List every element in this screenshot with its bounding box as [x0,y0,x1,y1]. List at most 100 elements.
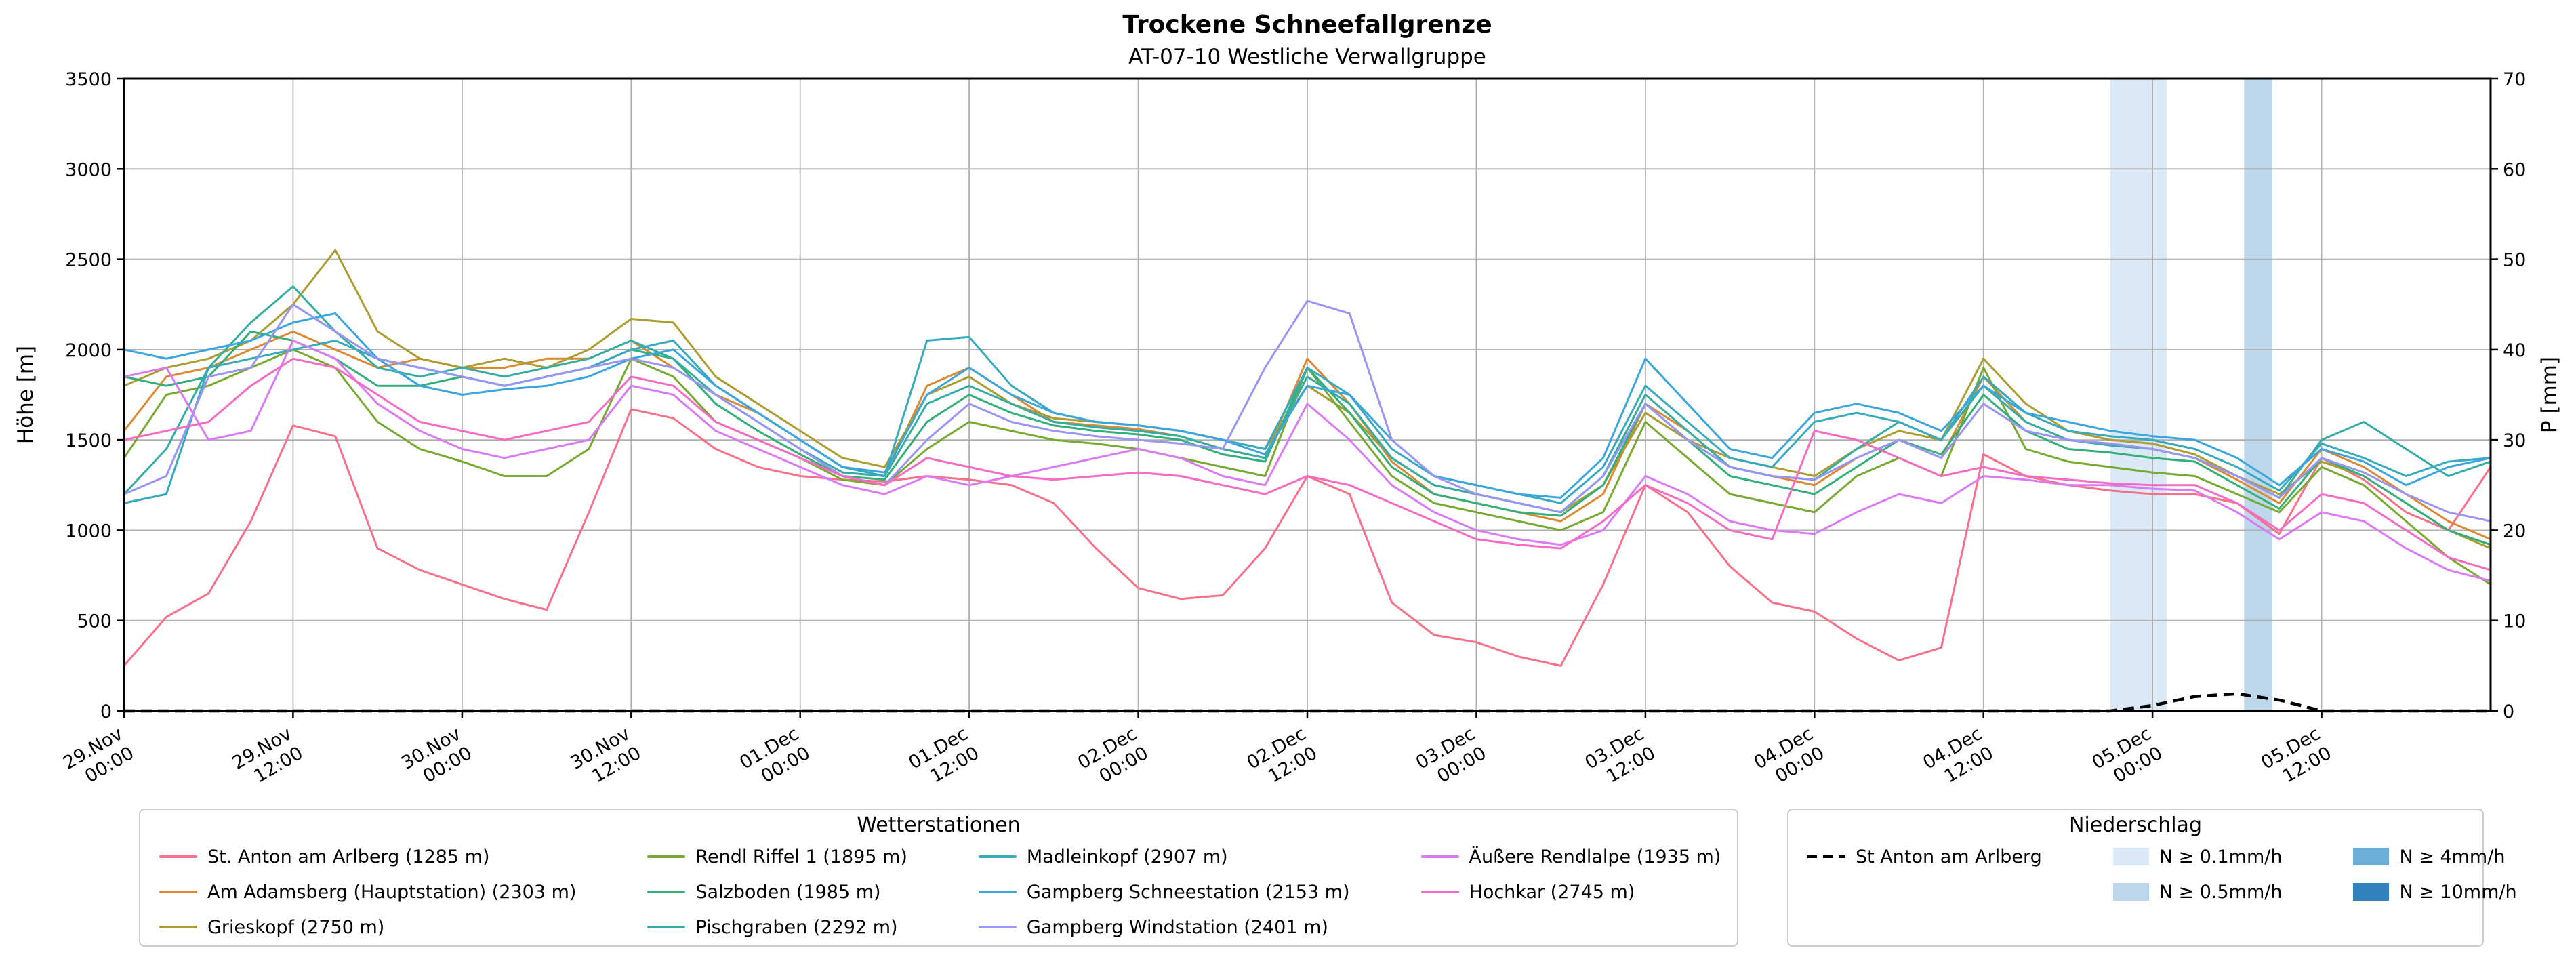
precip-legend-column: N ≥ 4mm/h N ≥ 10mm/h [2353,839,2517,909]
legend-station-entry: Madleinkopf (2907 m) [978,839,1350,874]
legend-line-swatch [978,891,1017,893]
y-left-tick-label: 3000 [65,159,112,180]
stations-legend-column: Rendl Riffel 1 (1895 m) Salzboden (1985 m… [647,839,907,945]
series-lines [123,249,2492,667]
y-left-tick-label: 2000 [65,340,112,361]
y-left-tick-label: 0 [100,701,112,722]
y-right-tick-label: 30 [2503,430,2526,451]
series-line-u-ere-rendlalpe-1935-m [123,340,2492,582]
legend-dashed-line-swatch [1807,855,1845,858]
legend-line-swatch [1420,855,1459,858]
legend-station-entry: Pischgraben (2292 m) [647,909,907,945]
legend-precip-level-entry: N ≥ 0.1mm/h [2112,839,2283,874]
legend-station-label: Pischgraben (2292 m) [695,916,898,938]
x-tick-label: 01.Dec00:00 [736,723,813,793]
precip-legend-title: Niederschlag [2069,813,2202,837]
legend-patch-swatch [2112,848,2149,865]
legend-line-swatch [978,855,1017,858]
y-right-tick-label: 70 [2503,69,2526,90]
legend-station-label: Hochkar (2745 m) [1469,881,1635,903]
series-line-hochkar-2745-m [123,357,2492,571]
legend-station-entry: St. Anton am Arlberg (1285 m) [159,839,576,874]
x-tick-label: 02.Dec00:00 [1074,723,1151,793]
x-tick-label: 29.Nov12:00 [229,723,307,793]
x-tick-label: 02.Dec12:00 [1244,723,1321,793]
x-tick-label: 05.Dec00:00 [2089,723,2166,793]
series-line-gampberg-windstation-2401-m [123,300,2492,523]
y-left-tick-label: 3500 [65,69,112,90]
y-right-axis-label: P [mm] [2537,356,2562,433]
precip-band [2110,79,2167,711]
x-tick-label: 04.Dec12:00 [1919,723,1997,793]
x-tick-label: 05.Dec12:00 [2257,723,2335,793]
legend-line-swatch [159,926,197,928]
legend-precip-line-entry: St Anton am Arlberg [1807,839,2042,874]
x-tick-label: 30.Nov12:00 [567,723,645,793]
legend-station-entry: Am Adamsberg (Hauptstation) (2303 m) [159,874,576,909]
legend-precip-level-label: N ≥ 4mm/h [2399,846,2506,867]
chart-title: Trockene Schneefallgrenze [1122,11,1492,39]
legend-station-entry: Äußere Rendlalpe (1935 m) [1420,839,1721,874]
legend-station-label: Am Adamsberg (Hauptstation) (2303 m) [207,881,577,903]
legend-station-entry: Gampberg Windstation (2401 m) [978,909,1350,945]
legend-precip-level-entry: N ≥ 0.5mm/h [2112,874,2282,909]
precip-legend-box: Niederschlag St Anton am Arlberg N ≥ 0.1m… [1787,809,2517,947]
legend-station-entry: Hochkar (2745 m) [1420,874,1721,909]
x-tick-label: 29.Nov00:00 [60,723,138,793]
legend-station-entry: Salzboden (1985 m) [647,874,907,909]
y-right-tick-label: 40 [2503,340,2526,361]
stations-legend-entries: St. Anton am Arlberg (1285 m) Am Adamsber… [140,838,1737,945]
legend-precip-level-label: N ≥ 0.1mm/h [2159,846,2283,867]
y-right-tick-label: 10 [2503,611,2526,632]
y-left-tick-label: 2500 [65,250,112,271]
legend-line-swatch [159,891,197,893]
precip-legend-column: N ≥ 0.1mm/h N ≥ 0.5mm/h [2112,839,2283,909]
y-right-tick-label: 0 [2503,701,2514,722]
y-left-tick-label: 1000 [65,520,112,541]
legend-station-entry: Gampberg Schneestation (2153 m) [978,874,1350,909]
legend-station-label: St. Anton am Arlberg (1285 m) [207,846,490,867]
legend-station-entry: Rendl Riffel 1 (1895 m) [647,839,907,874]
x-tick-label: 04.Dec00:00 [1751,723,1828,793]
y-right-tick-label: 50 [2503,250,2526,271]
legend-station-entry: Grieskopf (2750 m) [159,909,576,945]
y-right-tick-label: 20 [2503,520,2526,541]
legend-precip-level-label: N ≥ 10mm/h [2399,881,2517,903]
legend-station-label: Rendl Riffel 1 (1895 m) [695,846,907,867]
legend-precip-level-entry: N ≥ 10mm/h [2353,874,2517,909]
x-tick-labels: 29.Nov00:00 29.Nov12:00 30.Nov00:00 30.Nov1… [60,723,2335,793]
legend-patch-swatch [2353,848,2390,865]
legend-line-swatch [647,926,686,928]
legend-precip-level-entry: N ≥ 4mm/h [2353,839,2516,874]
y-left-tick-labels: 0 500 1000 1500 2000 2500 3000 3500 [65,69,112,722]
stations-legend-box: Wetterstationen St. Anton am Arlberg (12… [139,809,1738,947]
y-left-axis-label: Höhe [m] [14,346,38,444]
legend-station-label: Äußere Rendlalpe (1935 m) [1469,846,1721,867]
precip-legend-column: St Anton am Arlberg [1807,839,2042,909]
legend-precip-line-label: St Anton am Arlberg [1856,846,2042,867]
x-tick-label: 01.Dec12:00 [905,723,983,793]
legend-line-swatch [647,855,686,858]
legend-patch-swatch [2112,883,2149,901]
x-tick-label: 03.Dec12:00 [1581,723,1658,793]
legend-station-label: Salzboden (1985 m) [695,881,881,903]
axis-ticks [117,77,2498,718]
legend-station-label: Grieskopf (2750 m) [207,916,385,938]
chart-subtitle: AT-07-10 Westliche Verwallgruppe [1128,45,1486,69]
legend-line-swatch [159,855,197,858]
stations-legend-column: St. Anton am Arlberg (1285 m) Am Adamsber… [159,839,576,945]
stations-legend-title: Wetterstationen [857,813,1021,837]
legend-station-label: Gampberg Windstation (2401 m) [1026,916,1328,938]
legend-line-swatch [1420,891,1459,893]
legend-station-label: Madleinkopf (2907 m) [1026,846,1228,867]
stations-legend-column: Äußere Rendlalpe (1935 m) Hochkar (2745 m… [1420,839,1721,945]
x-tick-label: 03.Dec00:00 [1412,723,1490,793]
series-line-gampberg-schneestation-2153-m [123,312,2492,499]
legend-line-swatch [978,926,1017,928]
y-right-tick-labels: 0 10 20 30 40 50 60 70 [2503,69,2526,722]
legend-patch-swatch [2353,883,2390,901]
x-tick-label: 30.Nov00:00 [398,723,476,793]
legend-station-label: Gampberg Schneestation (2153 m) [1026,881,1350,903]
